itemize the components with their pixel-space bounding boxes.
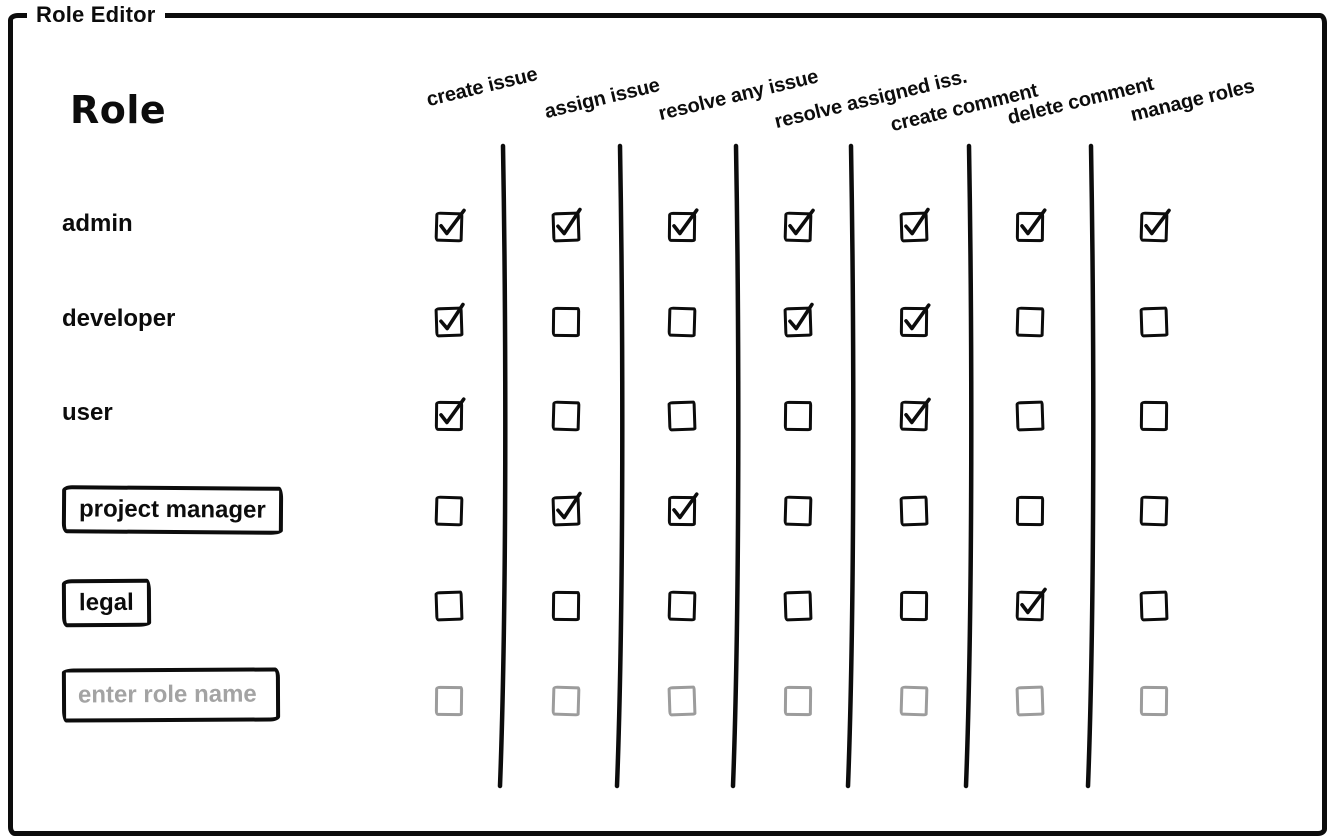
role-button-project-manager[interactable]: project manager [61,485,283,535]
role-button-legal[interactable]: legal [61,578,151,628]
checkmark-icon [788,208,815,236]
checkbox-legal-resolve-any-issue[interactable] [667,590,697,622]
checkbox-developer-create-issue[interactable] [434,302,465,338]
checkmark-icon [556,207,582,236]
checkmark-icon [439,302,465,331]
role-label-developer: developer [62,305,176,332]
checkbox-user-assign-issue[interactable] [551,400,581,432]
checkbox-admin-manage-roles[interactable] [1139,208,1171,243]
checkbox-new-role-manage-roles [1139,685,1169,717]
checkbox-developer-assign-issue[interactable] [551,306,581,338]
checkbox-legal-manage-roles[interactable] [1139,590,1169,622]
checkbox-legal-resolve-assigned-iss[interactable] [783,590,813,622]
role-label-user: user [62,399,113,426]
checkbox-developer-manage-roles[interactable] [1139,306,1169,338]
role-column-header: Role [70,88,167,132]
checkbox-legal-delete-comment[interactable] [1015,587,1047,622]
checkbox-new-role-assign-issue [551,685,581,717]
new-role-name-input[interactable]: enter role name [61,667,281,723]
checkbox-project-manager-assign-issue[interactable] [551,491,582,527]
checkbox-user-create-issue[interactable] [434,397,466,432]
checkbox-legal-create-issue[interactable] [434,590,464,622]
checkmark-icon [439,397,466,425]
checkmark-icon [904,303,931,331]
checkbox-project-manager-resolve-assigned-iss[interactable] [783,495,813,527]
checkbox-project-manager-create-issue[interactable] [434,495,464,527]
panel-title: Role Editor [27,1,165,29]
checkbox-legal-create-comment[interactable] [899,590,929,622]
checkmark-icon [556,491,582,520]
checkmark-icon [439,208,466,236]
checkbox-user-delete-comment[interactable] [1015,400,1045,432]
checkbox-new-role-resolve-any-issue [667,685,697,717]
checkmark-icon [788,302,814,331]
checkbox-developer-resolve-any-issue[interactable] [667,306,697,338]
checkbox-new-role-resolve-assigned-iss [783,685,813,717]
checkbox-admin-resolve-any-issue[interactable] [667,208,699,243]
checkbox-project-manager-manage-roles[interactable] [1139,495,1169,527]
checkbox-new-role-create-comment [899,685,929,717]
checkbox-admin-create-comment[interactable] [899,207,930,243]
checkmark-icon [672,492,699,520]
checkbox-admin-delete-comment[interactable] [1015,208,1047,243]
checkbox-project-manager-resolve-any-issue[interactable] [667,492,699,527]
checkbox-project-manager-delete-comment[interactable] [1015,495,1045,527]
checkbox-developer-resolve-assigned-iss[interactable] [783,302,814,338]
checkmark-icon [904,397,931,425]
checkbox-user-manage-roles[interactable] [1139,400,1169,432]
checkbox-user-resolve-assigned-iss[interactable] [783,400,813,432]
checkbox-developer-delete-comment[interactable] [1015,306,1045,338]
checkbox-new-role-delete-comment [1015,685,1045,717]
checkbox-admin-create-issue[interactable] [434,208,466,243]
checkmark-icon [1020,208,1047,236]
checkbox-user-resolve-any-issue[interactable] [667,400,697,432]
checkbox-project-manager-create-comment[interactable] [899,495,929,527]
role-label-admin: admin [62,210,133,237]
checkmark-icon [1020,587,1047,615]
checkbox-admin-resolve-assigned-iss[interactable] [783,208,815,243]
checkmark-icon [1144,208,1171,236]
checkbox-developer-create-comment[interactable] [899,303,931,338]
checkmark-icon [904,207,930,236]
checkbox-new-role-create-issue [434,685,464,717]
checkbox-admin-assign-issue[interactable] [551,207,582,243]
checkbox-legal-assign-issue[interactable] [551,590,581,622]
checkbox-user-create-comment[interactable] [899,397,931,432]
checkmark-icon [672,208,699,236]
